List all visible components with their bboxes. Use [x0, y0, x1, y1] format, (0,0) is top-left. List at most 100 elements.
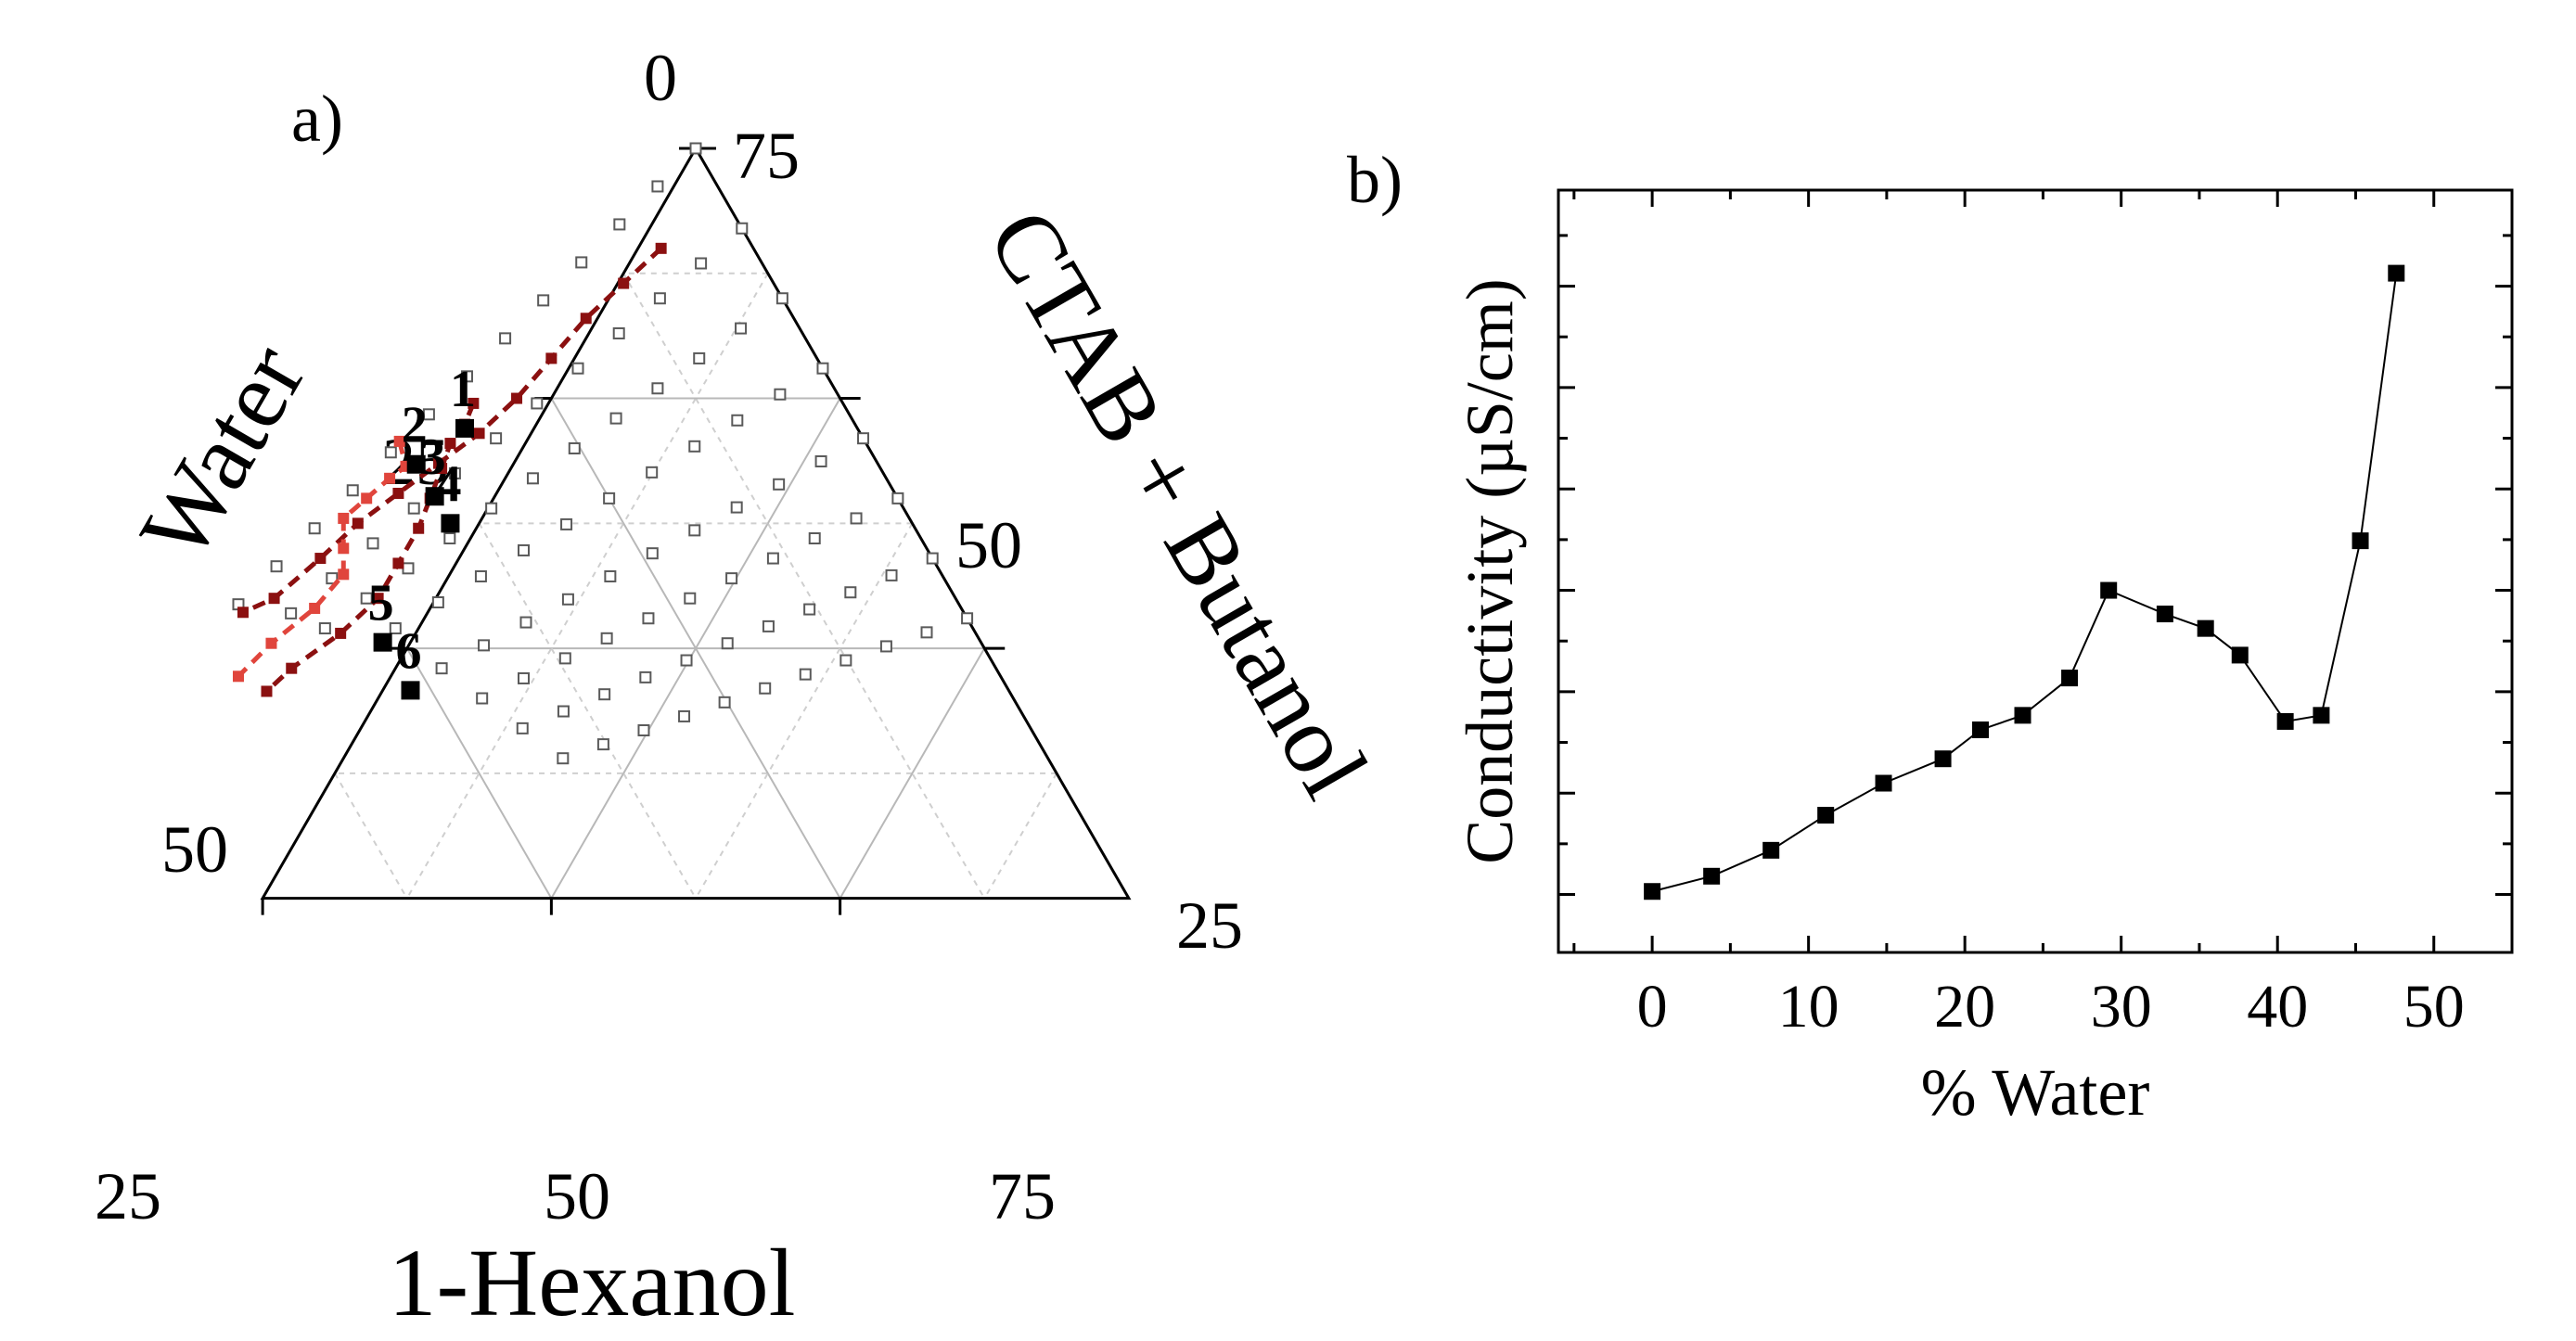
grid-line-water-12.5 — [622, 273, 986, 900]
panel-b-label: b) — [1347, 143, 1403, 217]
titration-point-5-6 — [646, 547, 659, 560]
dark-red-boundary-inner-marker-12 — [237, 607, 249, 619]
titration-point-3-12 — [318, 622, 331, 635]
sample-label-6: 6 — [395, 622, 421, 680]
titration-point-5-1 — [857, 432, 870, 445]
conductivity-point-16 — [2352, 532, 2369, 550]
titration-point-7-10 — [557, 705, 570, 718]
dark-red-boundary-mid-marker-9 — [335, 627, 347, 639]
titration-point-6-11 — [476, 692, 489, 705]
grid-line-water-62.5 — [334, 773, 408, 900]
x-axis-title: % Water — [1921, 1055, 2150, 1130]
titration-point-8-7 — [718, 696, 731, 709]
titration-point-5-7 — [604, 569, 617, 582]
plot-ticks: 0 10 20 30 40 50 — [1558, 190, 2512, 1041]
dark-red-boundary-mid-marker-6 — [413, 522, 425, 534]
titration-point-5-8 — [561, 593, 574, 606]
titration-point-4-4 — [688, 440, 701, 453]
dark-red-boundary-mid-marker-1 — [468, 397, 480, 409]
hexanol-axis-title: 1-Hexanol — [389, 1230, 796, 1336]
titration-point-4-9 — [474, 569, 487, 582]
titration-point-2-8 — [448, 466, 461, 479]
titration-point-7-8 — [639, 670, 652, 683]
titration-point-1-10 — [346, 484, 359, 497]
sample-marker-6 — [401, 681, 420, 700]
titration-point-1-11 — [308, 522, 321, 535]
titration-point-6-10 — [517, 671, 530, 684]
dark-red-boundary-inner-marker-1 — [655, 242, 667, 254]
titration-point-7-7 — [680, 654, 693, 667]
plot-frame — [1557, 188, 2514, 954]
conductivity-point-9 — [2061, 670, 2079, 687]
dark-red-boundary-inner-marker-6 — [473, 428, 485, 440]
titration-point-7-11 — [516, 722, 529, 734]
titration-point-5-4 — [730, 501, 743, 514]
titration-point-1-9 — [384, 446, 397, 459]
titration-point-4-8 — [517, 543, 530, 556]
titration-point-6-4 — [766, 552, 779, 565]
titration-point-8-10 — [596, 738, 609, 751]
sample-label-2: 2 — [402, 397, 428, 454]
conductivity-point-12 — [2197, 619, 2214, 637]
light-red-boundary-marker-5 — [338, 512, 350, 524]
titration-point-2-7 — [490, 432, 503, 445]
conductivity-series — [1644, 264, 2405, 900]
titration-point-2-5 — [571, 362, 584, 375]
grid-line-hexanol-75 — [839, 647, 986, 900]
titration-point-2-1 — [736, 222, 749, 235]
titration-point-5-2 — [814, 454, 827, 467]
conductivity-point-14 — [2276, 712, 2294, 730]
titration-point-4-5 — [646, 466, 659, 479]
dark-red-boundary-inner-marker-5 — [511, 392, 523, 404]
y-axis-title: Conductivity (µS/cm) — [1453, 278, 1527, 863]
dark-red-boundary-mid-marker-8 — [372, 593, 384, 605]
ternary-panel: a) 0 25 50 75 50 25 25 50 75 Water CTAB … — [95, 41, 1389, 1336]
titration-point-8-9 — [637, 724, 650, 737]
titration-point-2-9 — [407, 502, 420, 515]
titration-point-8-8 — [678, 709, 691, 722]
conductivity-point-1 — [1644, 883, 1661, 900]
light-red-boundary-marker-6 — [338, 543, 350, 555]
x-tick-label-50: 50 — [2403, 973, 2465, 1041]
grid-line-hexanol-87.5 — [983, 773, 1057, 900]
titration-point-1-3 — [613, 218, 626, 231]
titration-point-3-10 — [402, 562, 415, 575]
titration-point-7-6 — [721, 637, 734, 650]
water-axis-title: Water — [120, 327, 326, 578]
titration-point-4-7 — [560, 517, 573, 530]
titration-point-7-9 — [598, 688, 611, 701]
titration-point-7-2 — [885, 568, 898, 581]
titration-point-3-3 — [693, 351, 706, 364]
titration-point-2-10 — [366, 537, 379, 550]
water-tick-label-0: 0 — [644, 41, 677, 115]
x-tick-label-40: 40 — [2247, 973, 2308, 1041]
dark-red-boundary-mid-marker-7 — [392, 557, 404, 569]
phase-boundaries — [232, 242, 667, 697]
titration-point-3-9 — [443, 531, 456, 544]
grid-line-hexanol-50 — [550, 398, 841, 900]
conductivity-point-7 — [1972, 721, 1990, 738]
titration-point-3-1 — [775, 292, 788, 305]
titration-point-5-11 — [435, 662, 448, 675]
dark-red-boundary-mid-marker-3 — [444, 438, 456, 450]
dark-red-boundary-inner-marker-9 — [352, 517, 364, 530]
grid-line-water-37.5 — [478, 522, 697, 900]
light-red-boundary-marker-10 — [232, 670, 244, 683]
titration-point-2-6 — [531, 397, 544, 410]
titration-point-5-9 — [519, 616, 532, 629]
hexanol-tick-label-50: 50 — [544, 1159, 610, 1233]
hexanol-tick-label-75: 75 — [989, 1159, 1056, 1233]
water-tick-label-50: 50 — [161, 812, 228, 887]
grid-line-hexanol-62.5 — [695, 522, 914, 900]
conductivity-point-6 — [1934, 750, 1952, 768]
dark-red-boundary-mid-marker-10 — [286, 662, 298, 674]
titration-point-1-1 — [689, 142, 702, 155]
light-red-boundary-marker-1 — [393, 435, 405, 447]
titration-point-1-6 — [499, 332, 512, 345]
conductivity-point-15 — [2313, 707, 2330, 724]
titration-point-2-2 — [695, 257, 708, 270]
dark-red-boundary-inner-marker-2 — [618, 277, 630, 289]
conductivity-point-4 — [1817, 807, 1835, 824]
